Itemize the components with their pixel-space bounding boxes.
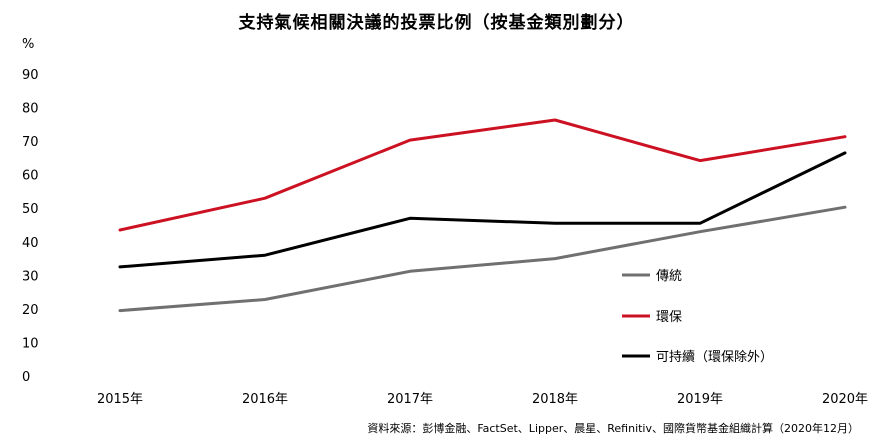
y-tick-label: 30 — [22, 269, 39, 284]
x-tick-label: 2019年 — [677, 392, 723, 407]
y-tick-label: 40 — [22, 236, 39, 251]
y-tick-label: 60 — [22, 169, 39, 184]
x-tick-label: 2018年 — [532, 392, 578, 407]
y-tick-label: 10 — [22, 336, 39, 351]
chart-title: 支持氣候相關決議的投票比例（按基金類別劃分） — [238, 13, 635, 33]
y-axis-label: % — [22, 37, 34, 52]
series-line-2 — [118, 151, 847, 269]
legend-label: 環保 — [656, 310, 682, 325]
y-tick-label: 90 — [22, 68, 39, 83]
y-tick-label: 80 — [22, 102, 39, 117]
y-axis: 0 10 20 30 40 50 60 70 80 90% — [22, 37, 39, 385]
x-tick-label: 2017年 — [387, 392, 433, 407]
legend-label: 可持續（環保除外） — [656, 350, 773, 365]
x-tick-label: 2020年 — [822, 392, 868, 407]
y-tick-label: 0 — [22, 370, 30, 385]
series-lines — [118, 118, 847, 313]
x-axis: 2015年 2016年 2017年 2018年 2019年 2020年 — [97, 392, 868, 407]
y-tick-label: 20 — [22, 303, 39, 318]
series-line-0 — [118, 205, 847, 313]
x-tick-label: 2016年 — [242, 392, 288, 407]
source-note: 資料來源：彭博金融、FactSet、Lipper、晨星、Refinitiv、國際… — [367, 422, 859, 435]
series-line-1 — [118, 118, 847, 232]
y-tick-label: 70 — [22, 135, 39, 150]
x-tick-label: 2015年 — [97, 392, 143, 407]
y-tick-label: 50 — [22, 202, 39, 217]
legend-label: 傳統 — [656, 269, 682, 284]
